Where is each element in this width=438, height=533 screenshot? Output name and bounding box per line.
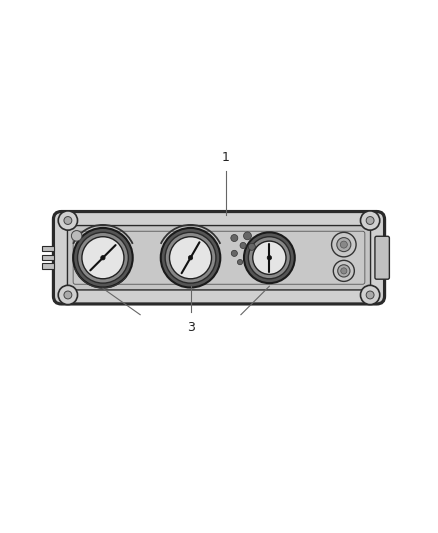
Circle shape: [101, 255, 105, 260]
Circle shape: [165, 232, 216, 283]
Circle shape: [244, 232, 251, 240]
Circle shape: [248, 243, 255, 251]
Circle shape: [337, 238, 351, 252]
Bar: [42, 255, 54, 260]
Circle shape: [240, 243, 246, 248]
Circle shape: [71, 231, 82, 241]
Circle shape: [333, 260, 354, 281]
Circle shape: [267, 255, 272, 260]
FancyBboxPatch shape: [375, 236, 389, 279]
Bar: [42, 263, 54, 269]
Circle shape: [231, 235, 238, 241]
Circle shape: [248, 237, 290, 279]
Text: 1: 1: [222, 150, 230, 164]
Circle shape: [360, 211, 380, 230]
FancyBboxPatch shape: [67, 225, 371, 290]
Circle shape: [82, 237, 124, 279]
Bar: [42, 246, 54, 251]
Circle shape: [237, 260, 243, 265]
Circle shape: [58, 211, 78, 230]
Text: 3: 3: [187, 321, 194, 334]
Circle shape: [188, 255, 193, 260]
Circle shape: [253, 241, 286, 274]
Circle shape: [64, 216, 72, 224]
Circle shape: [244, 232, 295, 283]
FancyBboxPatch shape: [53, 212, 385, 304]
Circle shape: [366, 291, 374, 299]
Circle shape: [73, 228, 133, 287]
Circle shape: [64, 291, 72, 299]
Circle shape: [332, 232, 356, 257]
Circle shape: [360, 285, 380, 304]
Circle shape: [231, 251, 237, 256]
Circle shape: [78, 232, 128, 283]
Circle shape: [340, 241, 347, 248]
Circle shape: [366, 216, 374, 224]
Circle shape: [161, 228, 220, 287]
Circle shape: [338, 265, 350, 277]
Circle shape: [170, 237, 212, 279]
FancyBboxPatch shape: [73, 231, 365, 284]
Circle shape: [341, 268, 347, 274]
Circle shape: [58, 285, 78, 304]
